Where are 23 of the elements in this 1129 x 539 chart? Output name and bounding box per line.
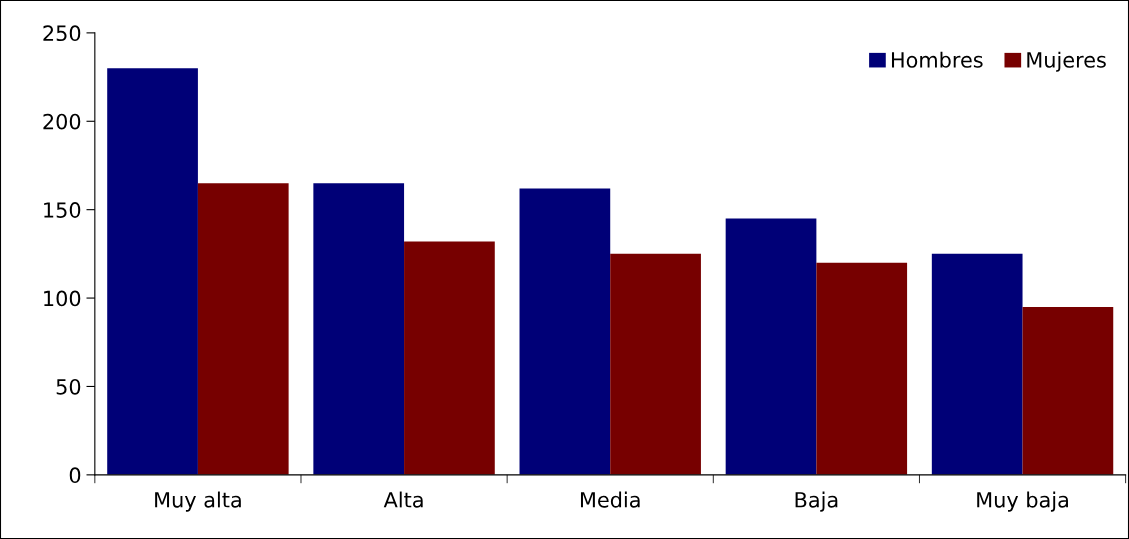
bar [197,183,289,475]
bar [107,68,198,475]
bar [931,253,1023,475]
x-tick-label: Muy baja [977,491,1068,512]
x-tick-label: Baja [795,491,838,512]
y-tick-label: 0 [69,467,81,484]
y-tick-label: 50 [56,378,81,395]
y-tick-label: 250 [43,25,81,42]
y-tick-label: 200 [43,113,81,130]
legend-label: Hombres [891,51,983,68]
bar [519,188,611,475]
bar [816,262,908,475]
x-tick-label: Alta [383,491,423,508]
x-tick-label: Muy alta [155,491,241,512]
legend-label: Mujeres [1027,51,1106,72]
y-tick-label: 100 [44,290,81,307]
bar [313,183,405,475]
bar [725,218,817,475]
bar [610,253,701,475]
bar [1022,306,1114,475]
x-tick-label: Media [580,491,640,508]
y-tick-label: 150 [44,202,81,218]
bar [404,241,495,475]
